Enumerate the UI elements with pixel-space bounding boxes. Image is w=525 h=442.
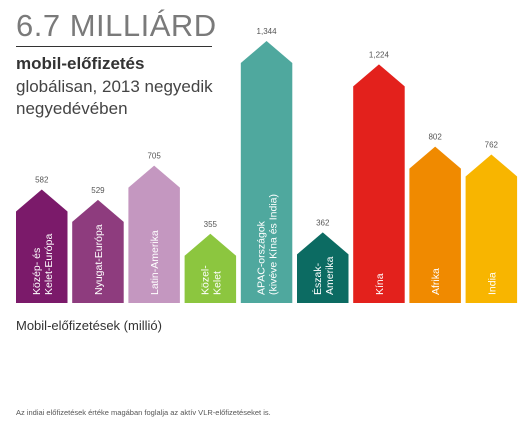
value-label-5: 362 bbox=[316, 218, 330, 227]
bar-0 bbox=[16, 189, 68, 303]
bar-4 bbox=[240, 41, 293, 303]
category-label-2: Latin-Amerika bbox=[149, 230, 161, 295]
bar-6 bbox=[353, 64, 405, 304]
category-label-7: Afrika bbox=[430, 268, 442, 295]
category-label-0: Közép- és Kelet-Európa bbox=[31, 234, 55, 295]
value-label-2: 705 bbox=[147, 152, 161, 161]
bar-2 bbox=[128, 165, 180, 303]
category-label-line: Afrika bbox=[430, 268, 442, 295]
category-label-line: Közép- és bbox=[31, 248, 43, 295]
bar-3 bbox=[184, 233, 237, 303]
subtitle-text: globálisan, 2013 negyedik negyedévében bbox=[16, 77, 213, 118]
headline: 6.7 MILLIÁRD bbox=[16, 8, 217, 43]
category-label-line: Kína bbox=[374, 273, 386, 295]
bar-5 bbox=[297, 232, 349, 303]
category-label-5: Észak- Amerika bbox=[311, 256, 336, 295]
footnote: Az indiai előfizetések értéke magában fo… bbox=[16, 408, 271, 417]
category-label-line: APAC-országok bbox=[256, 220, 268, 295]
value-label-1: 529 bbox=[91, 186, 105, 195]
category-label-8: India bbox=[486, 272, 498, 295]
category-label-line: Észak- bbox=[311, 262, 324, 295]
bar-7 bbox=[409, 146, 461, 303]
value-label-7: 802 bbox=[428, 133, 442, 142]
category-label-1: Nyugat-Európa bbox=[93, 224, 105, 295]
category-label-line: Közel- bbox=[199, 265, 211, 295]
category-label-line: Latin-Amerika bbox=[149, 230, 161, 295]
category-label-6: Kína bbox=[374, 273, 386, 295]
headline-rule bbox=[16, 46, 212, 47]
y-axis-label: Mobil-előfizetések (millió) bbox=[16, 318, 162, 333]
value-label-4: 1,344 bbox=[257, 27, 278, 36]
category-label-line: Amerika bbox=[324, 256, 336, 295]
value-label-0: 582 bbox=[35, 176, 49, 185]
value-label-6: 1,224 bbox=[369, 50, 390, 59]
value-label-8: 762 bbox=[485, 140, 499, 149]
category-label-line: (kivéve Kína és India) bbox=[268, 194, 280, 295]
category-label-line: Kelet-Európa bbox=[43, 234, 55, 295]
bar-1 bbox=[72, 199, 124, 303]
category-label-3: Közel- Kelet bbox=[199, 265, 223, 295]
category-label-line: India bbox=[486, 272, 498, 295]
subtitle-bold: mobil-előfizetés bbox=[16, 54, 145, 73]
category-label-line: Nyugat-Európa bbox=[93, 224, 105, 295]
value-label-3: 355 bbox=[204, 220, 218, 229]
bar-8 bbox=[465, 154, 518, 303]
category-label-line: Kelet bbox=[211, 271, 223, 295]
category-label-4: APAC-országok (kivéve Kína és India) bbox=[256, 194, 280, 295]
